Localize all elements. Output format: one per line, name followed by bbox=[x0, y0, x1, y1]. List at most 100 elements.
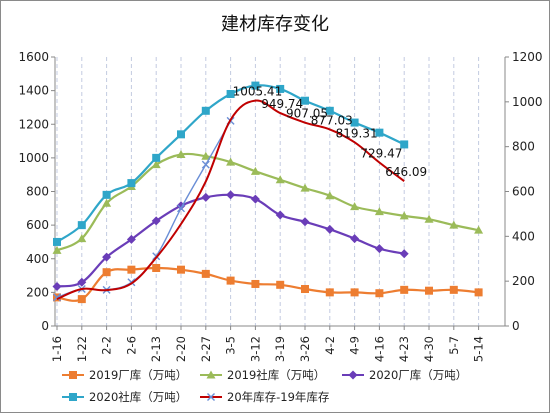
y-left-tick-label: 200 bbox=[26, 285, 49, 299]
data-point bbox=[102, 252, 112, 262]
x-tick-label: 2-27 bbox=[199, 336, 213, 362]
y-left-tick-label: 600 bbox=[26, 218, 49, 232]
data-point bbox=[301, 285, 309, 294]
y-left-tick-label: 1000 bbox=[18, 151, 49, 165]
x-tick-label: 3-5 bbox=[224, 336, 238, 355]
data-point bbox=[350, 202, 360, 211]
x-tick-label: 4-2 bbox=[323, 336, 337, 355]
y-right-tick-label: 600 bbox=[512, 185, 535, 199]
data-point bbox=[400, 285, 409, 294]
x-tick-label: 4-23 bbox=[397, 336, 411, 362]
data-point bbox=[449, 285, 458, 294]
data-point bbox=[424, 214, 434, 223]
legend-item: 2020厂库（万吨） bbox=[342, 368, 467, 382]
data-point bbox=[276, 84, 285, 93]
legend-item: 2019厂库（万吨） bbox=[62, 368, 187, 382]
data-point bbox=[53, 293, 61, 302]
legend-item: 2019社库（万吨） bbox=[200, 368, 325, 382]
y-left-tick-label: 0 bbox=[41, 319, 49, 333]
data-label: 877.03 bbox=[311, 113, 353, 127]
legend-label: 20年库存-19年库存 bbox=[227, 390, 329, 404]
x-tick-label: 4-9 bbox=[348, 336, 362, 355]
y-left-tick-label: 1600 bbox=[18, 50, 49, 64]
data-label: 1005.41 bbox=[233, 85, 283, 99]
x-tick-label: 2-2 bbox=[100, 336, 114, 355]
data-label: 819.31 bbox=[336, 126, 378, 140]
data-point bbox=[325, 106, 334, 115]
data-point bbox=[201, 151, 211, 160]
data-label: 949.74 bbox=[261, 97, 303, 111]
data-point bbox=[374, 244, 384, 254]
y-right-tick-label: 200 bbox=[512, 274, 535, 288]
y-left-tick-label: 800 bbox=[26, 185, 49, 199]
data-point bbox=[77, 234, 87, 243]
x-tick-label: 3-26 bbox=[298, 336, 312, 362]
data-point bbox=[300, 217, 310, 227]
data-point bbox=[201, 269, 210, 278]
data-point bbox=[151, 160, 161, 169]
chart-title: 建材库存变化 bbox=[221, 14, 329, 35]
marker-stroke bbox=[201, 160, 210, 169]
data-point bbox=[126, 234, 136, 244]
data-point bbox=[374, 207, 384, 216]
y-right-tick-label: 800 bbox=[512, 140, 535, 154]
legend-item: 20年库存-19年库存 bbox=[200, 390, 329, 404]
data-point bbox=[251, 81, 260, 90]
x-tick-label: 4-16 bbox=[372, 336, 386, 362]
data-point bbox=[77, 277, 87, 287]
data-point bbox=[375, 289, 384, 298]
x-tick-label: 2-6 bbox=[124, 336, 138, 355]
data-point bbox=[226, 89, 235, 98]
y-left-tick-label: 1200 bbox=[18, 117, 49, 131]
x-tick-label: 2-20 bbox=[174, 336, 188, 362]
legend-item: 2020社库（万吨） bbox=[62, 390, 187, 404]
data-point bbox=[102, 198, 112, 207]
data-point bbox=[177, 265, 185, 274]
y-right-tick-label: 1000 bbox=[512, 95, 543, 109]
x-tick-label: 5-14 bbox=[472, 336, 486, 362]
legend-swatch-marker bbox=[348, 370, 358, 380]
data-point bbox=[152, 153, 161, 162]
data-point bbox=[52, 281, 62, 291]
x-tick-label: 3-19 bbox=[273, 336, 287, 362]
data-point bbox=[226, 276, 235, 285]
x-tick-label: 4-30 bbox=[422, 336, 436, 362]
data-label: 729.47 bbox=[360, 146, 402, 160]
data-point bbox=[399, 211, 409, 220]
data-point bbox=[251, 279, 260, 288]
data-point bbox=[325, 224, 335, 234]
x-tick-label: 5-7 bbox=[447, 336, 461, 355]
legend-label: 2019厂库（万吨） bbox=[89, 368, 187, 382]
legend-label: 2019社库（万吨） bbox=[227, 368, 325, 382]
legend-swatch-marker bbox=[207, 393, 215, 401]
data-point bbox=[177, 204, 185, 213]
y-right-tick-label: 1200 bbox=[512, 50, 543, 64]
legend-swatch-marker bbox=[69, 371, 77, 379]
series-3 bbox=[53, 81, 409, 246]
data-point bbox=[276, 280, 285, 289]
data-label: 907.05 bbox=[286, 107, 328, 121]
data-point bbox=[201, 160, 210, 169]
data-point bbox=[325, 191, 335, 200]
legend-swatch-marker bbox=[206, 370, 216, 379]
y-right-tick-label: 400 bbox=[512, 229, 535, 243]
marker-stroke bbox=[177, 204, 185, 213]
data-point bbox=[425, 286, 433, 295]
legend-label: 2020厂库（万吨） bbox=[369, 368, 467, 382]
data-point bbox=[77, 221, 86, 230]
data-point bbox=[53, 237, 61, 246]
data-point bbox=[77, 295, 86, 304]
marker-stroke bbox=[53, 293, 61, 302]
y-right-tick-label: 0 bbox=[512, 319, 520, 333]
data-label: 646.09 bbox=[385, 165, 427, 179]
grid-lines bbox=[56, 57, 480, 326]
data-point bbox=[250, 166, 260, 175]
data-point bbox=[102, 190, 111, 199]
x-tick-label: 1-16 bbox=[50, 336, 64, 362]
data-point bbox=[400, 140, 409, 149]
data-point bbox=[350, 118, 359, 127]
data-point bbox=[127, 265, 136, 274]
legend-swatch-marker bbox=[69, 393, 77, 401]
data-point bbox=[375, 128, 384, 137]
